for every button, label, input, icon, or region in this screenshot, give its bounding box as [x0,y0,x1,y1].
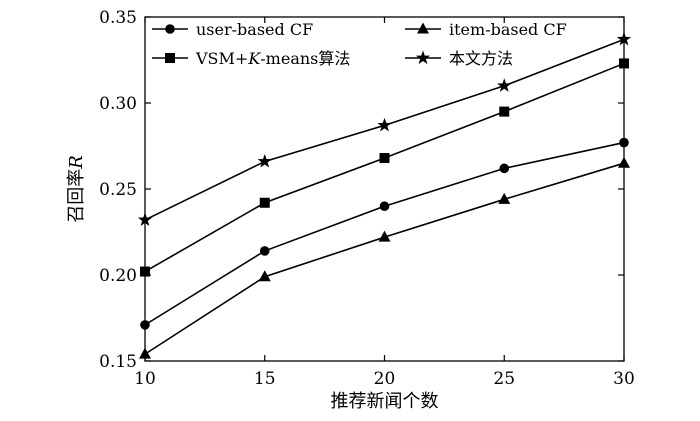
legend-label: VSM+K-means算法 [195,49,350,68]
legend-item: VSM+K-means算法 [152,49,350,68]
y-tick-label: 0.35 [99,8,137,28]
legend-label: user-based CF [196,20,313,39]
data-point [379,153,390,164]
y-tick-label: 0.20 [99,266,137,286]
legend-marker [165,24,175,34]
legend-label: item-based CF [449,20,567,39]
legend-marker [165,53,175,63]
data-point [137,212,153,227]
y-tick-label: 0.25 [99,180,137,200]
x-tick-label: 20 [374,369,396,389]
axis-ticks [144,16,625,362]
data-point [498,192,511,204]
data-point [257,153,272,168]
y-tick-label: 0.15 [99,352,137,372]
data-point [619,58,629,69]
x-axis-title: 推荐新闻个数 [331,391,439,412]
data-point [377,117,392,132]
legend-label: 本文方法 [449,49,513,68]
data-point [619,137,629,148]
legend-item: item-based CF [405,20,567,39]
series-line [144,162,625,355]
data-point [379,201,390,211]
y-tick-label: 0.30 [99,94,137,114]
axis-tick-labels: 10 15 20 25 30 0.15 0.20 0.25 0.30 0.35 [99,8,635,389]
series-layer [137,31,632,359]
legend-item: 本文方法 [405,49,513,68]
legend-marker [417,22,429,34]
data-point [258,270,271,282]
data-point [499,163,510,174]
data-point [616,31,632,46]
series-circle [140,137,629,330]
plot-frame [144,16,625,362]
data-point [140,320,150,330]
series-square [140,58,629,277]
data-point [618,156,630,168]
axis-titles: 推荐新闻个数 召回率R [66,155,439,412]
data-point [378,230,391,242]
data-point [139,347,151,359]
data-point [259,246,270,256]
data-point [259,197,270,208]
x-tick-label: 10 [134,369,156,389]
x-tick-label: 15 [254,369,276,389]
legend: user-based CF item-based CF VSM+K-means算法 本… [152,20,567,68]
x-tick-label: 30 [613,369,635,389]
y-axis-title: 召回率R [66,155,87,223]
series-triangle [139,156,630,359]
legend-item: user-based CF [152,20,313,39]
data-point [499,106,510,117]
data-point [140,266,150,277]
series-star [137,31,632,227]
x-tick-label: 25 [493,369,515,389]
legend-marker [415,50,431,65]
data-point [497,78,512,92]
